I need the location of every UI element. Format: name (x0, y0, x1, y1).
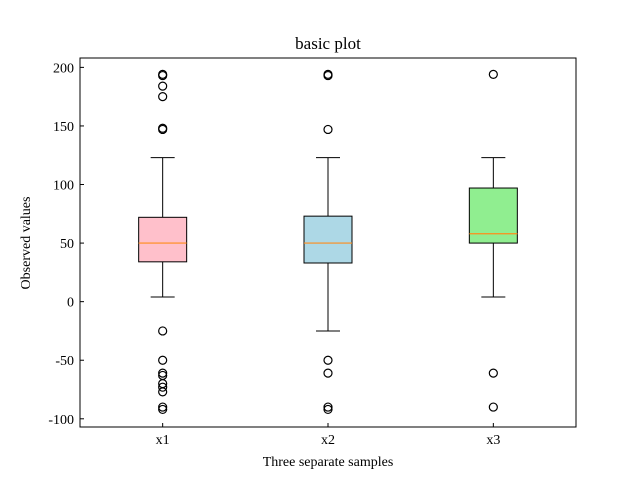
x-axis: x1 x2 x3 (156, 423, 500, 448)
plot-frame (79, 57, 577, 428)
box-group-x3 (468, 69, 518, 412)
outlier-point (323, 355, 333, 365)
y-axis-label: Observed values (19, 197, 34, 290)
outlier-point (158, 124, 168, 135)
box (138, 216, 188, 263)
y-axis: -100 -50 0 50 100 150 200 (48, 61, 84, 428)
x-tick-label: x3 (486, 433, 500, 448)
plot-area (138, 69, 518, 415)
outlier-point (323, 69, 333, 80)
outlier-point (323, 402, 333, 412)
y-tick-label: 0 (67, 296, 74, 311)
y-tick-label: 200 (53, 61, 74, 76)
x-tick-label: x1 (156, 433, 170, 448)
box-group-x2 (303, 69, 353, 415)
outlier-point (323, 368, 333, 378)
outlier-point (158, 382, 168, 392)
box (303, 215, 353, 264)
outlier-point (158, 326, 168, 336)
outlier-point (488, 402, 498, 412)
outlier-point (488, 368, 498, 378)
box (468, 187, 518, 244)
outlier-point (158, 69, 168, 80)
y-tick-label: -50 (55, 354, 74, 369)
box-group-x1 (138, 69, 188, 415)
outlier-point (158, 404, 168, 415)
outlier-point (488, 69, 498, 80)
outlier-point (323, 404, 333, 415)
x-tick-label: x2 (321, 433, 335, 448)
outlier-point (158, 355, 168, 365)
outlier-point (158, 387, 168, 397)
outlier-point (158, 81, 168, 91)
y-tick-label: 50 (60, 237, 74, 252)
outlier-point (158, 368, 168, 378)
chart-title: basic plot (295, 34, 361, 53)
y-tick-label: 100 (53, 179, 74, 194)
outlier-point (158, 92, 168, 102)
y-tick-label: -100 (48, 413, 74, 428)
x-axis-label: Three separate samples (263, 455, 394, 470)
outlier-point (323, 124, 333, 135)
outlier-point (158, 402, 168, 412)
y-tick-label: 150 (53, 120, 74, 135)
